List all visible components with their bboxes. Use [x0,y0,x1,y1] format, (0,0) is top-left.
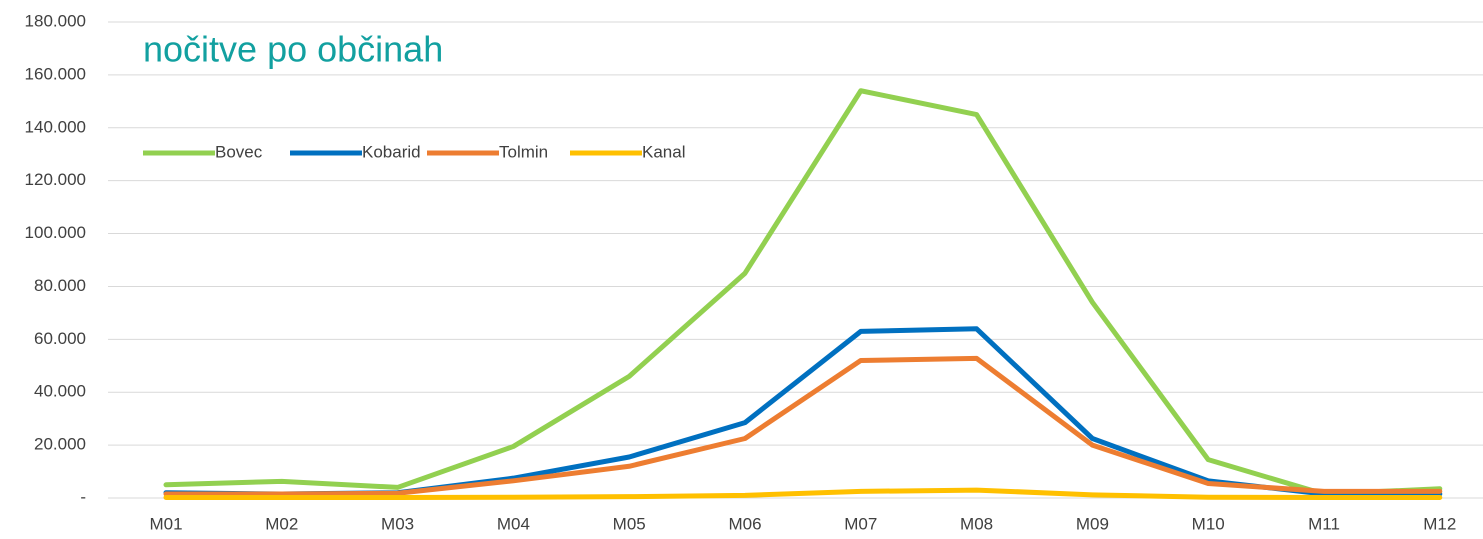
y-tick-label: 140.000 [25,117,86,136]
x-tick-label: M02 [265,514,298,533]
series-line [163,355,1443,497]
x-tick-label: M01 [149,514,182,533]
series-line [163,487,1443,500]
x-tick-label: M11 [1308,514,1340,533]
x-tick-label: M03 [381,514,414,533]
y-tick-label: 20.000 [34,435,86,454]
y-tick-label: 160.000 [25,64,86,83]
x-tick-label: M06 [728,514,761,533]
series-line [163,88,1443,497]
x-tick-label: M05 [613,514,646,533]
legend-label: Kanal [642,142,685,161]
chart-title: nočitve po občinah [143,29,443,70]
y-tick-label: 60.000 [34,329,86,348]
x-tick-label: M10 [1192,514,1225,533]
legend-label: Tolmin [499,142,548,161]
legend-label: Bovec [215,142,263,161]
y-tick-label: 40.000 [34,382,86,401]
x-tick-label: M07 [844,514,877,533]
legend-label: Kobarid [362,142,421,161]
x-tick-label: M12 [1423,514,1456,533]
x-tick-label: M08 [960,514,993,533]
y-tick-label: 180.000 [25,11,86,30]
x-tick-label: M09 [1076,514,1109,533]
y-tick-label: 80.000 [34,276,86,295]
y-tick-label: 100.000 [25,223,86,242]
y-tick-label: - [80,487,86,506]
x-tick-label: M04 [497,514,530,533]
y-tick-label: 120.000 [25,170,86,189]
